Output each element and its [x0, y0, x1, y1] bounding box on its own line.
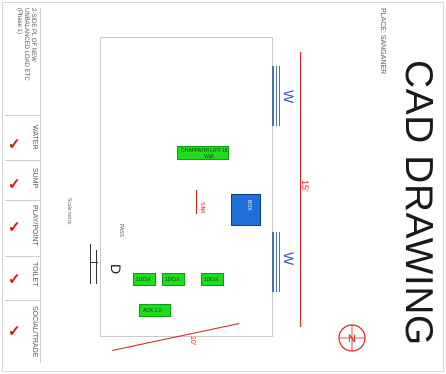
header-line-3: (Phase 1) [16, 8, 22, 35]
drawing-title: CAD DRAWING [397, 60, 440, 346]
pass-note: PASS [118, 224, 124, 237]
compass-icon: N [338, 324, 366, 352]
window-label: W [281, 90, 297, 104]
place-label: PLACE: SANGANER [379, 8, 386, 75]
check-mark-icon: ✓ [8, 136, 21, 153]
furniture-label: 1DCol [204, 277, 218, 283]
furniture-item-3: 1DCol [201, 273, 224, 286]
dimension-vertical-label: 15' [300, 180, 310, 192]
scale-note: Scale not to [66, 198, 72, 225]
fixture-label: BOX [246, 200, 252, 211]
check-mark-icon: ✓ [8, 271, 21, 288]
check-mark-icon: ✓ [8, 176, 21, 193]
furniture-item-2: 1DCol [162, 273, 185, 286]
check-mark-icon: ✓ [8, 323, 21, 340]
side-divider [40, 8, 41, 363]
door-label: D [108, 264, 124, 275]
furniture-chappathi: CHAPPATHI LIFT 18 Wall [177, 146, 229, 160]
header-line-2: UNBALANCED LOAD ETC [23, 8, 29, 81]
floor-plan [100, 37, 273, 337]
room-social: SOCIAL/TRADE [31, 306, 38, 358]
header-line-1: 2-SIDE PL OF NEW [30, 8, 36, 62]
row-divider-1 [5, 115, 41, 116]
furniture-label: 1DCol [165, 277, 179, 283]
dimension-horizontal-label: 10' [189, 336, 196, 346]
compass-letter: N [348, 333, 356, 345]
room-toilet: TOILET [31, 262, 38, 287]
room-play: PLAY/POINT [31, 205, 38, 246]
furniture-ack: ACK 1.0 [139, 304, 171, 317]
row-divider-3 [5, 200, 41, 201]
furniture-label: ACK 1.0 [143, 308, 162, 314]
furniture-sublabel: Wall [204, 154, 214, 160]
window-label: W [281, 252, 297, 266]
row-divider-4 [5, 256, 41, 257]
furniture-label: 1DCol [136, 277, 150, 283]
fixture-box [231, 194, 261, 226]
check-mark-icon: ✓ [8, 219, 21, 236]
furniture-item-1: 1DCol [133, 273, 156, 286]
dimension-line-vertical [300, 52, 301, 327]
furniture-label: CHAPPATHI LIFT 18 [181, 148, 228, 154]
room-sump: SUMP [31, 168, 38, 189]
room-water: WATER [31, 125, 38, 150]
row-divider-2 [5, 160, 41, 161]
sink-marker [196, 190, 197, 214]
row-divider-5 [5, 300, 41, 301]
sink-note: SINK [199, 202, 205, 214]
